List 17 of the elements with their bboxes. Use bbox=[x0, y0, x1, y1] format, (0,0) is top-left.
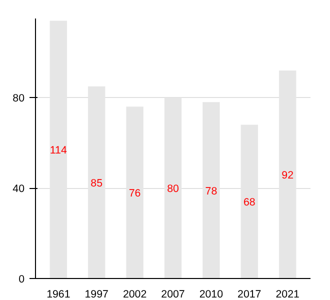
x-tick-label: 2010 bbox=[199, 288, 224, 300]
y-tick-label: 0 bbox=[18, 274, 25, 286]
data-label: 68 bbox=[243, 196, 256, 209]
data-label: 92 bbox=[282, 170, 294, 182]
y-tick-label: 80 bbox=[12, 92, 25, 105]
data-label: 78 bbox=[205, 185, 218, 198]
x-tick-label: 2021 bbox=[276, 288, 300, 300]
data-label: 76 bbox=[128, 188, 141, 200]
x-tick-label: 2002 bbox=[122, 288, 147, 300]
y-tick-label: 40 bbox=[12, 183, 25, 196]
x-tick-label: 2017 bbox=[238, 288, 262, 300]
data-label: 80 bbox=[167, 183, 179, 196]
x-tick-label: 1961 bbox=[46, 288, 70, 300]
x-tick-label: 1997 bbox=[84, 288, 109, 300]
data-label: 85 bbox=[90, 177, 103, 190]
data-label: 114 bbox=[50, 144, 67, 157]
x-tick-label: 2007 bbox=[161, 288, 185, 300]
